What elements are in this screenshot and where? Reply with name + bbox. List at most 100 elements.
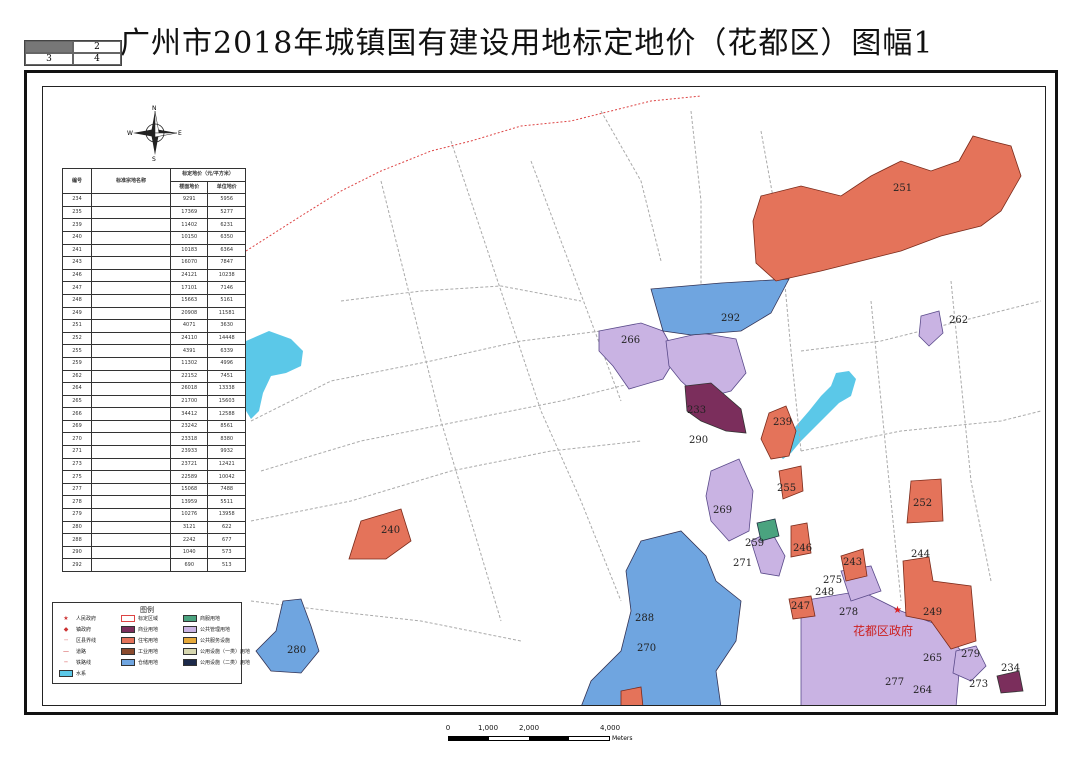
price-table-body: 234 9291 5956 235 17369 5277 239 11402 6231 240 10… — [62, 193, 246, 572]
table-header-no: 编号 — [62, 167, 92, 195]
row-unit-price: 513 — [207, 558, 246, 572]
table-row: 278 13959 5511 — [62, 495, 246, 510]
row-no: 235 — [62, 205, 92, 220]
table-row: 262 22152 7451 — [62, 369, 246, 384]
row-no: 249 — [62, 306, 92, 321]
scale-tick-2000: 2,000 — [518, 724, 540, 732]
row-floor-price: 24121 — [169, 268, 209, 283]
row-floor-price: 26018 — [169, 382, 209, 396]
legend-label: 道路 — [76, 649, 87, 655]
legend-item: ★ 人民政府 — [59, 615, 96, 622]
row-floor-price: 22589 — [169, 470, 209, 484]
row-no: 246 — [62, 268, 92, 283]
row-no: 292 — [62, 558, 92, 572]
legend-item: 公用设施（一类）用地 — [183, 648, 250, 655]
legend-label: 工业用地 — [138, 649, 159, 655]
row-floor-price: 23318 — [169, 432, 209, 447]
row-unit-price: 622 — [207, 520, 246, 535]
water-lake — [777, 371, 856, 459]
public-land — [598, 310, 987, 705]
row-name — [91, 419, 171, 434]
legend-item: ╌ 铁路线 — [59, 659, 91, 666]
row-name — [91, 281, 171, 295]
legend-symbol-icon: ★ — [63, 615, 69, 622]
table-row: 251 4071 3630 — [62, 319, 246, 333]
table-row: 273 23721 12421 — [62, 457, 246, 472]
row-no: 259 — [62, 356, 92, 371]
parcel-label-269: 269 — [713, 505, 732, 516]
legend-item: 仓储用地 — [121, 659, 158, 666]
row-name — [91, 268, 171, 283]
water-bodies — [239, 331, 856, 459]
legend-swatch-icon — [121, 626, 135, 633]
row-name — [91, 319, 171, 333]
table-row: 234 9291 5956 — [62, 193, 246, 207]
table-row: 279 10276 13958 — [62, 508, 246, 522]
north-arrow-icon: N S E W — [127, 105, 182, 161]
commerce-service-land — [756, 518, 780, 542]
table-row: 247 17101 7146 — [62, 281, 246, 295]
row-floor-price: 23933 — [169, 445, 209, 459]
row-floor-price: 4391 — [169, 344, 209, 358]
compass-s: S — [152, 156, 156, 161]
row-floor-price: 20908 — [169, 306, 209, 321]
row-unit-price: 15603 — [207, 394, 246, 409]
table-row: 277 15068 7488 — [62, 482, 246, 497]
legend-item: — 道路 — [59, 648, 86, 655]
row-no: 278 — [62, 495, 92, 510]
legend-swatch-icon — [121, 615, 135, 622]
row-floor-price: 10150 — [169, 230, 209, 245]
table-row: 235 17369 5277 — [62, 205, 246, 220]
row-unit-price: 11581 — [207, 306, 246, 321]
row-name — [91, 558, 171, 572]
parcel-label-247: 247 — [791, 601, 810, 612]
row-floor-price: 10183 — [169, 243, 209, 258]
table-header-price: 标定地价（元/平方米） — [170, 168, 246, 182]
row-floor-price: 1040 — [169, 545, 209, 560]
row-no: 239 — [62, 218, 92, 232]
row-no: 266 — [62, 407, 92, 421]
row-unit-price: 12588 — [207, 407, 246, 421]
row-floor-price: 11302 — [169, 356, 209, 371]
row-no: 265 — [62, 394, 92, 409]
row-no: 264 — [62, 382, 92, 396]
parcel-label-277: 277 — [885, 677, 904, 688]
legend-item: ┄ 区县界线 — [59, 637, 96, 644]
road-network — [250, 110, 1042, 642]
legend-item: 公用设施（二类）用地 — [183, 659, 250, 666]
row-unit-price: 5161 — [207, 293, 246, 308]
parcel-label-266: 266 — [621, 335, 640, 346]
row-no: 251 — [62, 319, 92, 333]
table-row: 239 11402 6231 — [62, 218, 246, 232]
row-floor-price: 11402 — [169, 218, 209, 232]
parcel-label-251: 251 — [893, 183, 912, 194]
legend-label: 标定区域 — [138, 616, 159, 622]
map-outer-frame — [24, 70, 1058, 715]
row-name — [91, 533, 171, 547]
row-name — [91, 457, 171, 472]
legend-label: 住宅用地 — [138, 638, 159, 644]
warehouse-land — [255, 278, 790, 705]
row-unit-price: 573 — [207, 545, 246, 560]
compass-n: N — [152, 105, 157, 112]
legend-item: ◆ 镇政府 — [59, 626, 91, 633]
map-canvas[interactable]: ★ 251 262 292 266 233 239 290 255 252 26… — [43, 87, 1046, 706]
residential-land — [348, 135, 1022, 705]
row-floor-price: 24110 — [169, 331, 209, 346]
table-row: 241 10183 6364 — [62, 243, 246, 258]
legend-label: 公用设施（一类）用地 — [200, 649, 251, 655]
row-floor-price: 2242 — [169, 533, 209, 547]
row-floor-price: 15068 — [169, 482, 209, 497]
table-row: 252 24110 14448 — [62, 331, 246, 346]
row-unit-price: 6339 — [207, 344, 246, 358]
row-no: 252 — [62, 331, 92, 346]
row-unit-price: 10238 — [207, 268, 246, 283]
row-unit-price: 7451 — [207, 369, 246, 384]
table-row: 240 10150 6350 — [62, 230, 246, 245]
row-floor-price: 23721 — [169, 457, 209, 472]
scale-bar: 0 1,000 2,000 4,000 Meters — [440, 724, 640, 754]
row-unit-price: 13338 — [207, 382, 246, 396]
index-cell-4: 4 — [73, 53, 121, 65]
row-no: 234 — [62, 193, 92, 207]
row-unit-price: 7488 — [207, 482, 246, 497]
